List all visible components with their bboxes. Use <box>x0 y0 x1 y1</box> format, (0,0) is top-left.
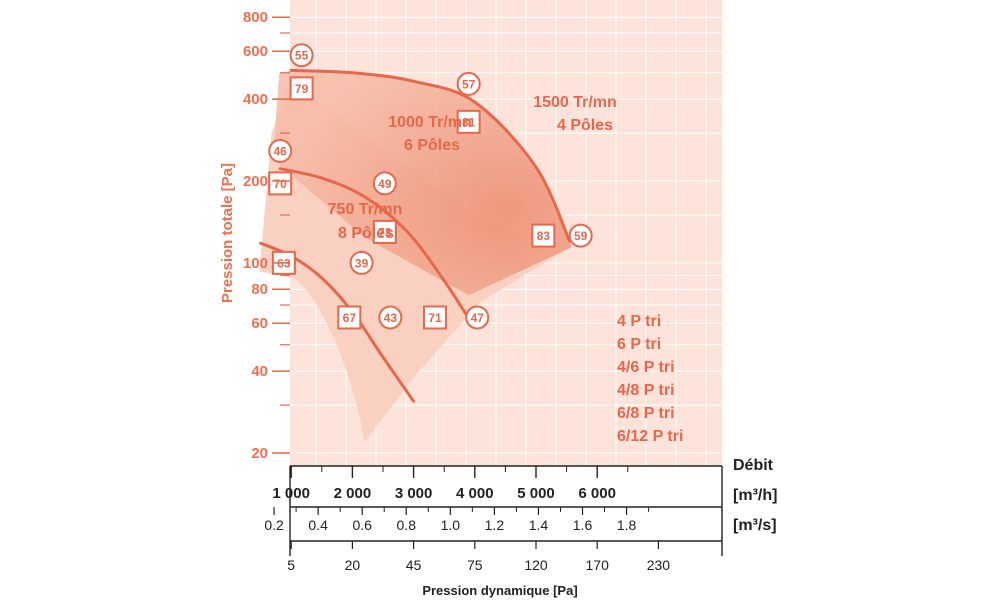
curve-label-750-line1: 750 Tr/mn <box>328 201 403 218</box>
m3s-tick-label: 0.8 <box>397 517 417 533</box>
y-tick-label: 400 <box>243 91 268 108</box>
m3s-tick-label: 1.2 <box>485 517 505 533</box>
marker-square-71: 71 <box>423 305 448 330</box>
marker-circle-46: 46 <box>268 138 293 163</box>
svg-text:57: 57 <box>462 77 476 91</box>
svg-text:59: 59 <box>574 229 588 243</box>
marker-circle-43: 43 <box>378 305 403 330</box>
m3s-tick-label: 1.8 <box>617 517 637 533</box>
y-axis-label: Pression totale [Pa] <box>219 163 236 303</box>
svg-text:71: 71 <box>428 311 442 325</box>
curve-label-750-line2: 8 Pôles <box>338 225 394 242</box>
marker-square-73: 73 <box>372 219 397 244</box>
y-tick-label: 800 <box>243 9 268 26</box>
marker-square-79: 79 <box>289 76 314 101</box>
m3h-tick-label: 4 000 <box>456 485 494 502</box>
curve-1000 <box>278 167 474 325</box>
marker-circle-47: 47 <box>465 305 490 330</box>
m3h-tick-label: 1 000 <box>272 485 310 502</box>
svg-text:73: 73 <box>378 225 392 239</box>
svg-text:67: 67 <box>343 311 357 325</box>
svg-text:83: 83 <box>537 229 551 243</box>
bottom-axes <box>289 465 723 556</box>
marker-square-81: 81 <box>456 109 481 134</box>
marker-circle-49: 49 <box>372 171 397 196</box>
marker-circle-39: 39 <box>349 250 374 275</box>
dp-tick-label: 120 <box>524 557 548 573</box>
marker-circle-59: 59 <box>568 223 593 248</box>
m3h-tick-label: 3 000 <box>395 485 433 502</box>
svg-text:55: 55 <box>295 49 309 63</box>
m3s-tick-label: 0.6 <box>352 517 372 533</box>
motor-type-6-12p: 6/12 P tri <box>617 428 683 445</box>
m3s-tick-label: 1.0 <box>441 517 461 533</box>
curve-1500 <box>289 68 572 243</box>
marker-square-67: 67 <box>337 305 362 330</box>
svg-text:70: 70 <box>274 177 288 191</box>
m3h-tick-label: 6 000 <box>578 485 616 502</box>
dp-tick-label: 75 <box>467 557 483 573</box>
svg-text:43: 43 <box>384 311 398 325</box>
curve-label-1000-line2: 6 Pôles <box>404 137 460 154</box>
motor-type-6-8p: 6/8 P tri <box>617 405 675 422</box>
dp-tick-label: 230 <box>647 557 671 573</box>
m3s-tick-label: 0.4 <box>308 517 328 533</box>
m3s-tick-label: 1.6 <box>573 517 593 533</box>
marker-square-83: 83 <box>531 223 556 248</box>
dp-tick-label: 170 <box>586 557 610 573</box>
svg-text:46: 46 <box>274 144 288 158</box>
motor-type-4-6p: 4/6 P tri <box>617 359 675 376</box>
curve-label-1000-line1: 1000 Tr/mn <box>388 114 472 131</box>
dp-tick-label: 45 <box>406 557 422 573</box>
dp-tick-label: 20 <box>345 557 361 573</box>
y-tick-label: 60 <box>251 315 268 332</box>
marker-square-70: 70 <box>268 171 293 196</box>
flow-axis-title: Débit <box>733 457 774 474</box>
motor-type-4-8p: 4/8 P tri <box>617 382 675 399</box>
flow-m3h-unit: [m³/h] <box>733 487 777 504</box>
curve-label-1500-line2: 4 Pôles <box>557 117 613 134</box>
y-tick-label: 200 <box>243 173 268 190</box>
curve-label-1500-line1: 1500 Tr/mn <box>533 94 617 111</box>
svg-text:81: 81 <box>462 115 476 129</box>
m3s-tick-label: 0.2 <box>264 517 284 533</box>
operating-region-dark <box>272 70 572 296</box>
x-axis-label: Pression dynamique [Pa] <box>422 583 577 598</box>
y-tick-label: 600 <box>243 43 268 60</box>
motor-type-6p: 6 P tri <box>617 336 661 353</box>
m3h-tick-label: 5 000 <box>517 485 555 502</box>
bottom-axis-ticks: 1 000 2 000 3 000 4 000 5 000 6 000 0.2 0.4 0.6 0… <box>264 466 670 573</box>
marker-circle-57: 57 <box>456 71 481 96</box>
motor-type-4p: 4 P tri <box>617 313 661 330</box>
y-axis-ticks: 20 40 60 80 100 200 400 600 800 <box>243 9 290 462</box>
y-tick-label: 100 <box>243 255 268 272</box>
svg-text:49: 49 <box>378 177 392 191</box>
marker-circle-55: 55 <box>289 43 314 68</box>
y-tick-label: 80 <box>251 281 268 298</box>
y-tick-label: 20 <box>251 445 268 462</box>
dp-tick-label: 5 <box>287 557 295 573</box>
svg-text:47: 47 <box>471 311 485 325</box>
svg-text:39: 39 <box>355 256 369 270</box>
m3h-tick-label: 2 000 <box>334 485 372 502</box>
m3s-tick-label: 1.4 <box>529 517 549 533</box>
y-tick-label: 40 <box>251 363 268 380</box>
flow-m3s-unit: [m³/s] <box>733 517 777 534</box>
svg-text:79: 79 <box>295 82 309 96</box>
motor-type-list: 4 P tri 6 P tri 4/6 P tri 4/8 P tri 6/8 … <box>617 313 683 445</box>
